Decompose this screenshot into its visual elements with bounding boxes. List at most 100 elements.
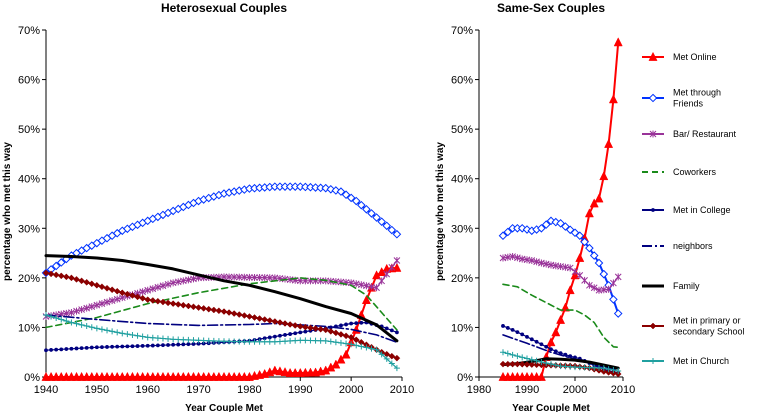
data-point xyxy=(600,368,608,375)
data-point xyxy=(291,322,299,329)
x-tick-label: 1980 xyxy=(467,384,491,396)
data-point xyxy=(83,278,91,286)
data-point xyxy=(150,343,155,348)
data-point xyxy=(215,338,222,345)
data-point xyxy=(504,350,511,357)
data-point xyxy=(56,258,66,267)
x-tick-label: 2000 xyxy=(563,384,587,396)
data-point xyxy=(235,311,243,318)
data-point xyxy=(585,243,594,253)
data-point xyxy=(536,371,546,381)
data-point xyxy=(83,304,91,312)
data-point xyxy=(191,342,196,346)
data-point xyxy=(387,225,397,235)
data-point xyxy=(129,331,136,338)
data-point xyxy=(599,171,609,181)
data-point xyxy=(241,338,248,345)
data-point xyxy=(336,187,346,196)
data-point xyxy=(276,319,284,326)
data-point xyxy=(139,288,146,296)
x-axis-label: Year Couple Met xyxy=(185,403,263,412)
data-point xyxy=(292,337,299,344)
series-family xyxy=(44,254,399,343)
data-point xyxy=(384,326,389,331)
data-point xyxy=(551,217,561,227)
y-tick-label: 40% xyxy=(451,174,473,186)
y-tick-label: 70% xyxy=(451,25,473,37)
data-point xyxy=(388,360,395,367)
data-point xyxy=(553,349,558,354)
data-point xyxy=(210,337,217,344)
data-point xyxy=(43,312,49,319)
data-point xyxy=(383,355,390,362)
data-point xyxy=(331,359,341,369)
data-point xyxy=(246,313,253,320)
data-point xyxy=(118,289,126,297)
data-point xyxy=(539,342,544,347)
data-point xyxy=(235,273,243,281)
data-point xyxy=(161,343,165,348)
data-point xyxy=(49,348,53,352)
legend-item-met-in-church: Met in Church xyxy=(642,356,729,366)
data-point xyxy=(145,343,150,348)
data-point xyxy=(343,340,350,347)
data-point xyxy=(215,307,223,315)
data-point xyxy=(287,337,294,344)
data-point xyxy=(605,285,612,293)
data-point xyxy=(200,305,208,312)
data-point xyxy=(515,330,520,335)
panel-samesex: Same-Sex Couples 0% 10% 20% 30% 40% 50% 60% 70% 1… xyxy=(435,1,635,412)
data-point xyxy=(382,221,392,231)
y-axis-label: percentage who met this way xyxy=(2,142,13,281)
data-point xyxy=(144,296,152,304)
data-point xyxy=(225,309,233,316)
data-point xyxy=(519,354,526,361)
data-point xyxy=(312,325,319,332)
data-point xyxy=(586,281,593,289)
data-point xyxy=(317,337,324,344)
data-point xyxy=(344,322,348,327)
x-tick-label: 1990 xyxy=(515,384,539,396)
data-point xyxy=(546,337,556,347)
data-point xyxy=(144,334,151,341)
data-point xyxy=(88,280,96,288)
data-point xyxy=(302,337,309,344)
y-tick-label: 20% xyxy=(18,273,40,285)
data-point xyxy=(552,362,559,369)
data-point xyxy=(580,237,589,247)
data-point xyxy=(276,338,283,345)
panel-hetero: Heterosexual Couples 0% 10% 20% 30% 40% 50% 60%… xyxy=(2,1,414,412)
y-tick-label: 50% xyxy=(18,124,40,136)
data-point xyxy=(605,369,612,376)
data-point xyxy=(504,360,512,368)
data-point xyxy=(220,308,228,315)
data-point xyxy=(278,333,282,338)
data-point xyxy=(73,307,80,315)
data-point xyxy=(174,301,182,308)
data-point xyxy=(93,301,101,309)
data-point xyxy=(125,344,130,349)
data-point xyxy=(534,339,539,344)
data-point xyxy=(538,358,545,365)
data-point xyxy=(392,229,402,239)
legend-label: Met in College xyxy=(673,205,731,215)
data-point xyxy=(179,277,187,285)
data-point xyxy=(337,339,344,346)
legend-item-neighbors: neighbors xyxy=(642,241,713,251)
data-point xyxy=(613,37,623,47)
data-point xyxy=(543,360,550,367)
data-point xyxy=(139,333,146,340)
data-point xyxy=(69,346,74,351)
data-point xyxy=(378,277,386,285)
chart-title: Heterosexual Couples xyxy=(161,1,287,15)
data-point xyxy=(498,231,508,241)
y-tick-label: 60% xyxy=(451,75,473,87)
y-tick-label: 20% xyxy=(451,273,473,285)
data-point xyxy=(528,356,535,363)
data-point xyxy=(221,338,227,345)
data-point xyxy=(42,269,50,277)
y-axis-label: percentage who met this way xyxy=(435,142,446,281)
data-point xyxy=(149,297,157,304)
data-point xyxy=(171,342,176,347)
